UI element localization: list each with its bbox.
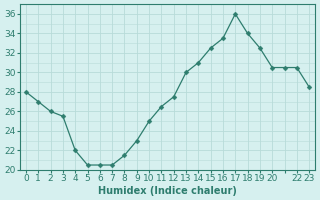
X-axis label: Humidex (Indice chaleur): Humidex (Indice chaleur) xyxy=(98,186,237,196)
